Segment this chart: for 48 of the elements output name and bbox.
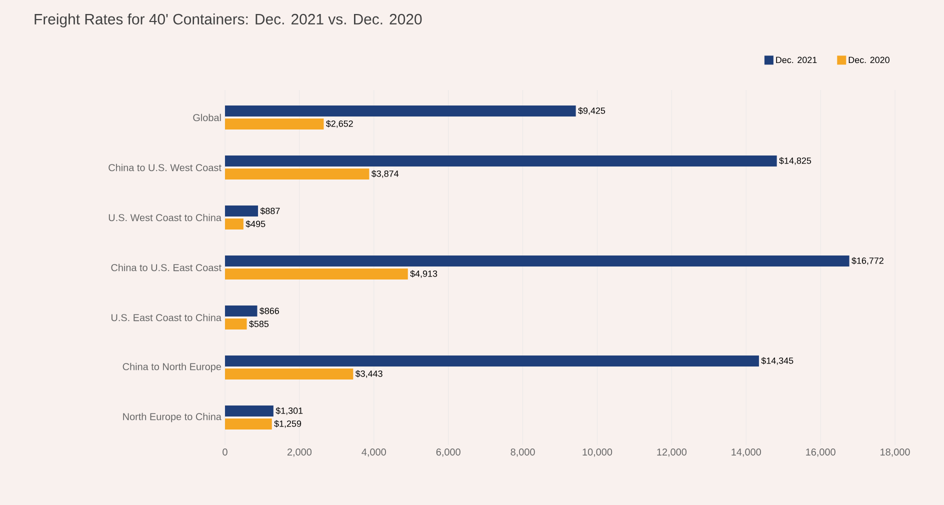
data-label: $14,825	[779, 157, 812, 165]
y-tick-label: China to U.S. West Coast	[108, 164, 222, 172]
data-label: $2,652	[326, 120, 353, 128]
bar	[225, 256, 850, 267]
x-tick-label: 4,000	[362, 448, 386, 457]
bar	[225, 206, 258, 217]
bar	[225, 406, 274, 417]
x-tick-label: 14,000	[732, 448, 761, 457]
data-label: $16,772	[852, 257, 884, 265]
data-label: $9,425	[578, 107, 606, 115]
y-tick-label: U.S. West Coast to China	[108, 214, 222, 222]
data-label: $495	[246, 220, 266, 228]
x-tick-label: 0	[222, 448, 228, 456]
bar	[225, 268, 408, 280]
bar	[225, 218, 244, 230]
bar	[225, 156, 777, 167]
bar	[225, 356, 759, 367]
x-tick-label: 10,000	[582, 448, 612, 457]
y-tick-label: U.S. East Coast to China	[112, 314, 222, 322]
x-tick-label: 8,000	[510, 448, 535, 457]
bar	[225, 168, 370, 180]
data-label: $3,874	[371, 170, 399, 178]
x-tick-label: 6,000	[436, 448, 460, 457]
y-tick-label: North Europe to China	[123, 412, 222, 422]
x-tick-label: 2,000	[287, 448, 312, 457]
bar	[225, 318, 247, 330]
legend-label: Dec. 2021	[776, 56, 817, 64]
bar	[225, 368, 354, 380]
x-tick-label: 18,000	[880, 448, 910, 457]
data-label: $14,345	[761, 357, 794, 365]
bar	[225, 306, 258, 317]
y-tick-label: China to North Europe	[122, 362, 222, 372]
bar	[225, 418, 272, 430]
x-tick-label: 12,000	[657, 448, 687, 457]
data-label: $1,259	[274, 420, 302, 428]
data-label: $866	[260, 307, 279, 315]
legend-label: Dec. 2020	[848, 56, 890, 64]
y-tick-label: Global	[193, 114, 221, 122]
data-label: $585	[249, 320, 269, 328]
data-label: $4,913	[410, 270, 438, 278]
bar	[225, 118, 324, 130]
y-tick-label: China to U.S. East Coast	[111, 264, 222, 272]
bar	[225, 106, 576, 117]
chart-title: Freight Rates for 40' Containers: Dec. 2021 vs. Dec. 2020	[34, 14, 422, 28]
x-tick-label: 16,000	[806, 448, 836, 457]
data-label: $887	[260, 207, 280, 215]
data-label: $1,301	[276, 407, 303, 415]
data-label: $3,443	[355, 370, 382, 378]
